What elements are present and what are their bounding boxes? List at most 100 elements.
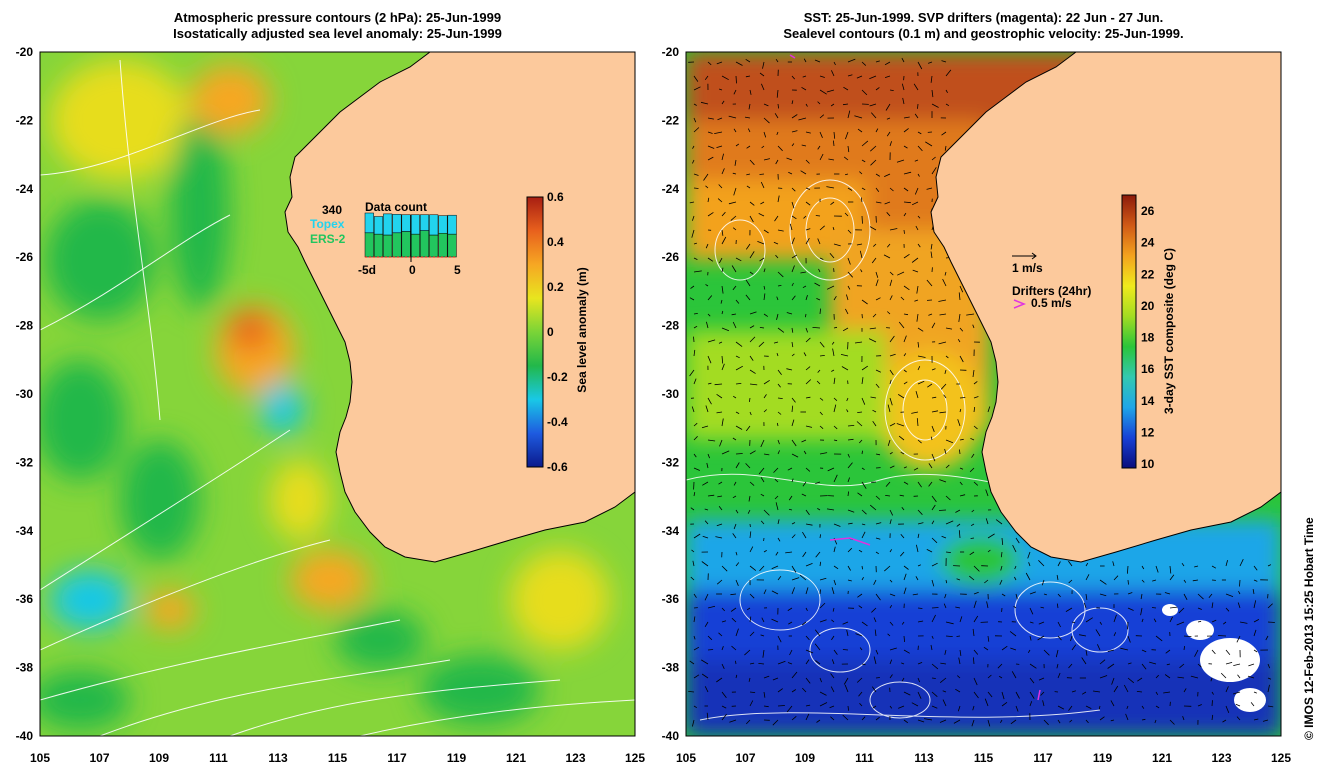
ers2-count-bar [438,232,448,258]
right-colorbar-tick-label: 12 [1141,425,1155,439]
left-lat-tick-label: -38 [16,661,34,675]
ers2-count-bar [419,230,430,258]
topex-count-bar [447,214,457,235]
left-colorbar-tick-label: -0.4 [547,415,568,429]
right-lat-tick-label: -34 [662,524,680,538]
left-lon-tick-label: 113 [268,751,288,765]
drifter-legend-arrow [1013,299,1027,309]
left-lat-tick-label: -32 [16,455,34,469]
ers2-count-bar [364,232,374,258]
left-lon-tick-label: 119 [447,751,467,765]
right-lat-tick-label: -20 [662,45,680,59]
topex-count-bar [429,214,439,236]
drifter-tracks [789,54,1041,701]
right-lon-tick-label: 113 [914,751,934,765]
left-title-line2: Isostatically adjusted sea level anomaly… [173,26,502,41]
right-colorbar-tick-label: 10 [1141,457,1155,471]
topex-count-bar [438,215,448,234]
left-map-frame [39,51,636,737]
left-colorbar-tick-label: -0.2 [547,370,568,384]
sea-level-anomaly-map [39,51,636,737]
left-lon-tick-label: 107 [89,751,109,765]
left-colorbar-tick-label: -0.6 [547,460,568,474]
left-colorbar-tick-label: 0.6 [547,190,564,204]
velocity-legend-label: 1 m/s [1012,261,1043,275]
right-colorbar-tick-label: 18 [1141,331,1155,345]
right-lon-tick-label: 119 [1093,751,1113,765]
ers2-count-bar [383,234,393,258]
topex-count-bar [419,214,430,231]
right-colorbar-tick-label: 14 [1141,394,1155,408]
left-lat-tick-label: -22 [16,113,34,127]
right-title-line1: SST: 25-Jun-1999. SVP drifters (magenta)… [803,10,1164,25]
left-lon-tick-label: 125 [625,751,645,765]
right-colorbar: 26 24 22 20 18 16 14 12 10 3-day SST composite (… [1121,194,1176,471]
topex-count-bar [410,214,420,235]
data-count-title: Data count [365,200,427,214]
left-lon-tick-label: 105 [30,751,50,765]
cloud-mask [1162,604,1266,712]
data-count-max: 340 [322,203,342,217]
right-lon-tick-label: 123 [1211,751,1231,765]
data-count-tick-end: 5 [454,263,461,277]
right-colorbar-tick-label: 20 [1141,299,1155,313]
topex-count-bar [383,213,393,236]
left-axis-ticks: -20 -22 -24 -26 -28 -30 -32 -34 -36 -38 -40 105 107 1… [16,45,646,765]
data-count-bars [364,212,457,258]
right-lon-tick-label: 117 [1033,751,1053,765]
left-lon-tick-label: 121 [506,751,526,765]
left-lon-tick-label: 117 [387,751,407,765]
topex-count-bar [392,214,402,234]
velocity-legend: 1 m/s Drifters (24hr) 0.5 m/s [1012,252,1091,310]
right-colorbar-tick-label: 26 [1141,204,1155,218]
topex-count-bar [373,216,384,235]
left-lat-tick-label: -24 [16,182,34,196]
left-lon-tick-label: 111 [209,751,228,765]
drifters-legend-title: Drifters (24hr) [1012,284,1091,298]
sst-map [685,51,1282,737]
left-lon-tick-label: 115 [328,751,348,765]
right-lon-tick-label: 115 [974,751,994,765]
sea-level-anomaly-field [40,60,610,730]
left-lat-tick-label: -34 [16,524,34,538]
right-lat-tick-label: -30 [662,387,680,401]
right-colorbar-bar [1121,194,1137,469]
left-title-line1: Atmospheric pressure contours (2 hPa): 2… [173,10,502,25]
right-map-frame [685,51,1282,737]
left-panel-title: Atmospheric pressure contours (2 hPa): 2… [40,10,635,42]
ers2-count-bar [447,233,457,258]
right-lon-tick-label: 105 [676,751,696,765]
left-lat-tick-label: -28 [16,319,34,333]
ers2-count-bar [429,234,439,258]
left-lat-tick-label: -36 [16,592,34,606]
right-lat-tick-label: -32 [662,455,680,469]
topex-count-bar [364,212,374,234]
topex-count-bar [401,214,411,232]
right-lon-tick-label: 121 [1152,751,1172,765]
right-lat-tick-label: -28 [662,319,680,333]
right-lon-tick-label: 107 [735,751,755,765]
ers2-count-bar [392,232,402,258]
right-title-line2: Sealevel contours (0.1 m) and geostrophi… [783,26,1184,41]
ers2-count-bar [410,233,420,258]
geostrophic-velocity-arrows [688,57,1275,727]
ers2-legend-label: ERS-2 [310,232,346,246]
right-colorbar-tick-label: 22 [1141,267,1155,281]
left-lat-tick-label: -20 [16,45,34,59]
right-lon-tick-label: 111 [855,751,874,765]
left-colorbar: 0.6 0.4 0.2 0 -0.2 -0.4 -0.6 Sea level anomaly… [526,190,589,474]
left-lon-tick-label: 109 [149,751,169,765]
ers2-count-bar [401,231,411,258]
data-count-inset: Data count 340 Topex ERS-2 -5d 0 5 [310,200,461,277]
data-count-tick-zero: 0 [409,263,416,277]
right-lat-tick-label: -22 [662,113,680,127]
left-colorbar-bar [526,196,544,468]
left-colorbar-label: Sea level anomaly (m) [575,267,589,392]
left-lat-tick-label: -40 [16,729,34,743]
right-panel-title: SST: 25-Jun-1999. SVP drifters (magenta)… [686,10,1281,42]
left-colorbar-tick-label: 0.2 [547,280,564,294]
left-lat-tick-label: -26 [16,250,34,264]
right-lon-tick-label: 109 [795,751,815,765]
right-lat-tick-label: -40 [662,729,680,743]
